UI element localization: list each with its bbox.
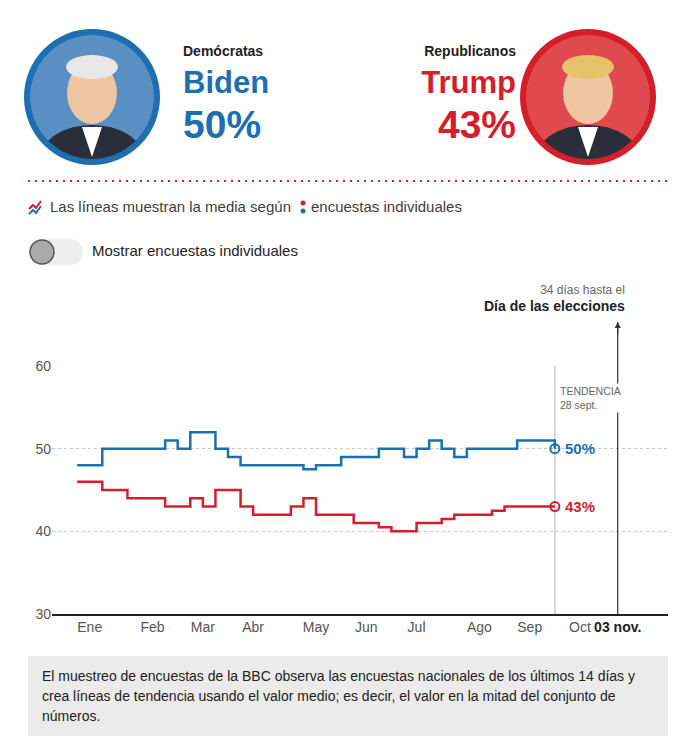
svg-text:Feb: Feb: [141, 619, 165, 635]
svg-text:43%: 43%: [438, 103, 516, 146]
svg-text:50%: 50%: [183, 103, 261, 146]
html-text:Mostrar encuestas individuales: Mostrar encuestas individuales: [92, 242, 298, 259]
html-text:encuestas individuales: encuestas individuales: [311, 198, 462, 215]
svg-text:Abr: Abr: [242, 619, 264, 635]
svg-text:43%: 43%: [565, 498, 595, 515]
svg-text:Trump: Trump: [421, 65, 516, 100]
svg-text:Biden: Biden: [183, 65, 269, 100]
svg-text:TENDENCIA28 sept.: TENDENCIA28 sept.: [560, 385, 621, 411]
svg-text:Ago: Ago: [467, 619, 492, 635]
svg-text:Ene: Ene: [77, 619, 102, 635]
html-text:Las líneas muestran la media s: Las líneas muestran la media según: [50, 198, 291, 215]
svg-text:Jun: Jun: [355, 619, 378, 635]
svg-text:Jul: Jul: [408, 619, 426, 635]
svg-text:Republicanos: Republicanos: [424, 43, 516, 59]
svg-text:Mar: Mar: [191, 619, 215, 635]
svg-text:50: 50: [35, 441, 51, 457]
svg-text:60: 60: [35, 358, 51, 374]
svg-text:50%: 50%: [565, 440, 595, 457]
svg-text:40: 40: [35, 523, 51, 539]
html-text:El muestreo de encuestas de la: El muestreo de encuestas de la BBC obser…: [42, 668, 635, 724]
svg-text:Oct: Oct: [569, 619, 591, 635]
svg-text:Demócratas: Demócratas: [183, 43, 263, 59]
svg-text:May: May: [303, 619, 329, 635]
svg-text:30: 30: [35, 606, 51, 622]
svg-text:Sep: Sep: [517, 619, 542, 635]
svg-text:34 días hasta elDía de las ele: 34 días hasta elDía de las elecciones: [484, 283, 625, 314]
svg-text:03 nov.: 03 nov.: [594, 619, 641, 635]
